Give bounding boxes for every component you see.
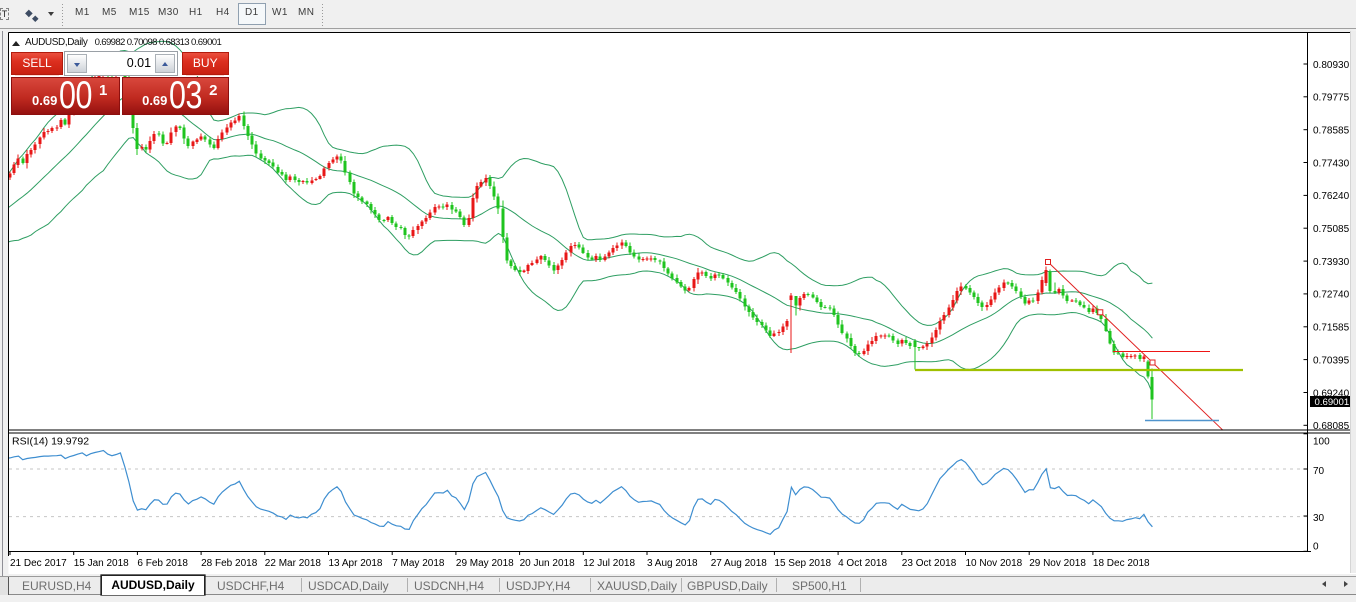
svg-text:0.73930: 0.73930 bbox=[1313, 257, 1350, 268]
svg-text:21 Dec 2017: 21 Dec 2017 bbox=[10, 558, 67, 569]
svg-text:0.77430: 0.77430 bbox=[1313, 158, 1350, 169]
svg-text:30: 30 bbox=[1313, 513, 1325, 524]
svg-text:0.78585: 0.78585 bbox=[1313, 126, 1350, 137]
svg-text:0.72740: 0.72740 bbox=[1313, 290, 1350, 301]
svg-text:0.69001: 0.69001 bbox=[1315, 397, 1350, 408]
svg-text:23 Oct 2018: 23 Oct 2018 bbox=[902, 558, 957, 569]
svg-text:28 Feb 2018: 28 Feb 2018 bbox=[201, 558, 258, 569]
svg-text:6 Feb 2018: 6 Feb 2018 bbox=[137, 558, 188, 569]
svg-text:0.68085: 0.68085 bbox=[1313, 421, 1350, 432]
svg-text:0.80930: 0.80930 bbox=[1313, 60, 1350, 71]
svg-text:0.75085: 0.75085 bbox=[1313, 224, 1350, 235]
svg-text:22 Mar 2018: 22 Mar 2018 bbox=[265, 558, 322, 569]
svg-text:27 Aug 2018: 27 Aug 2018 bbox=[711, 558, 768, 569]
svg-text:18 Dec 2018: 18 Dec 2018 bbox=[1093, 558, 1150, 569]
svg-text:0.69240: 0.69240 bbox=[1313, 388, 1350, 399]
svg-text:12 Jul 2018: 12 Jul 2018 bbox=[583, 558, 635, 569]
svg-text:3 Aug 2018: 3 Aug 2018 bbox=[647, 558, 698, 569]
svg-text:0.76240: 0.76240 bbox=[1313, 191, 1350, 202]
svg-text:15 Sep 2018: 15 Sep 2018 bbox=[774, 558, 831, 569]
svg-text:0.71585: 0.71585 bbox=[1313, 323, 1350, 334]
svg-text:0.79775: 0.79775 bbox=[1313, 93, 1350, 104]
svg-text:10 Nov 2018: 10 Nov 2018 bbox=[966, 558, 1023, 569]
svg-text:29 May 2018: 29 May 2018 bbox=[456, 558, 514, 569]
svg-text:0.70395: 0.70395 bbox=[1313, 355, 1350, 366]
svg-text:15 Jan 2018: 15 Jan 2018 bbox=[74, 558, 129, 569]
svg-text:100: 100 bbox=[1313, 436, 1330, 447]
svg-text:7 May 2018: 7 May 2018 bbox=[392, 558, 445, 569]
svg-text:0: 0 bbox=[1313, 542, 1319, 553]
svg-text:4 Oct 2018: 4 Oct 2018 bbox=[838, 558, 887, 569]
svg-text:70: 70 bbox=[1313, 466, 1325, 477]
svg-text:29 Nov 2018: 29 Nov 2018 bbox=[1029, 558, 1086, 569]
svg-text:RSI(14) 19.9792: RSI(14) 19.9792 bbox=[12, 436, 89, 448]
svg-text:13 Apr 2018: 13 Apr 2018 bbox=[329, 558, 383, 569]
svg-text:20 Jun 2018: 20 Jun 2018 bbox=[520, 558, 575, 569]
